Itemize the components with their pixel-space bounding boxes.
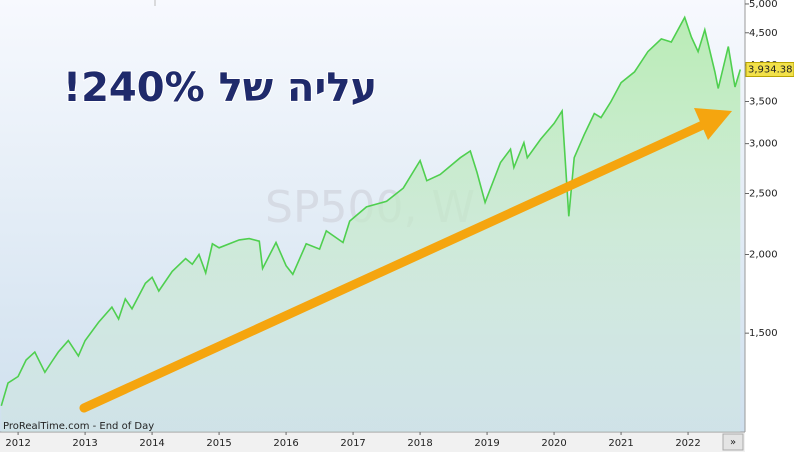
nav-button[interactable] bbox=[722, 433, 744, 451]
y-tick-label: 4,500 bbox=[749, 28, 778, 39]
x-tick-label: 2017 bbox=[340, 438, 365, 449]
y-tick-label: 3,000 bbox=[749, 139, 778, 150]
nav-button-label[interactable]: » bbox=[730, 437, 736, 448]
y-tick-label: 1,500 bbox=[749, 328, 778, 339]
y-tick-label: 3,500 bbox=[749, 96, 778, 107]
last-price-box bbox=[745, 62, 794, 78]
x-tick-label: 2022 bbox=[675, 438, 700, 449]
x-tick-label: 2016 bbox=[273, 438, 298, 449]
x-tick-label: 2012 bbox=[5, 438, 30, 449]
x-tick-label: 2013 bbox=[72, 438, 97, 449]
y-tick-label: 2,000 bbox=[749, 250, 778, 261]
trend-arrow bbox=[79, 108, 732, 413]
footer: ProRealTime.com - End of Day bbox=[3, 421, 154, 432]
x-axis-panel bbox=[0, 432, 745, 452]
y-tick-label: 2,500 bbox=[749, 188, 778, 199]
x-tick-label: 2020 bbox=[541, 438, 566, 449]
x-tick-label: 2018 bbox=[407, 438, 432, 449]
last-price-label: 3,934.38 bbox=[748, 65, 793, 76]
area-fill bbox=[1, 17, 741, 433]
y-tick-label: 5,000 bbox=[749, 0, 778, 10]
x-tick-label: 2015 bbox=[206, 438, 231, 449]
plot-area bbox=[0, 15, 742, 433]
x-tick-label: 2019 bbox=[474, 438, 499, 449]
x-tick-label: 2014 bbox=[139, 438, 164, 449]
price-line bbox=[0, 15, 742, 407]
x-tick-label: 2021 bbox=[608, 438, 633, 449]
annotation: עליה של 240%! bbox=[63, 65, 377, 111]
